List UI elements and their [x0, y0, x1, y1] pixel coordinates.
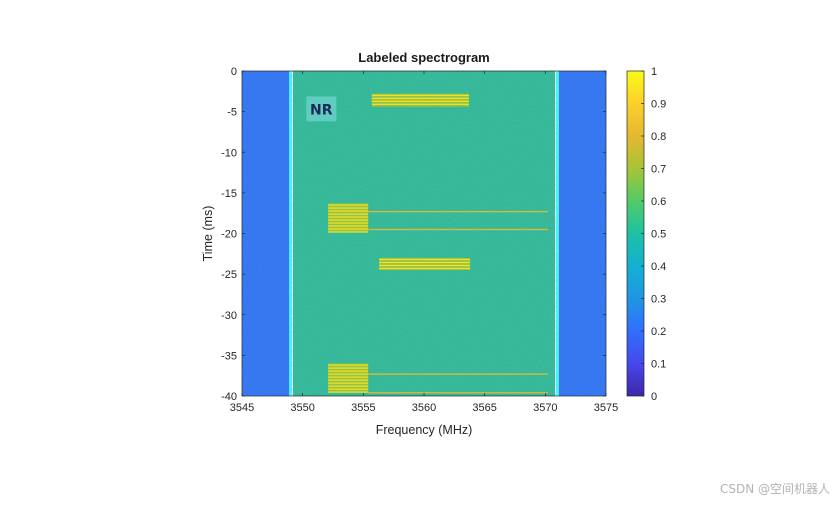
- colorbar-tick-label: 0.9: [651, 99, 666, 111]
- colorbar: 0 0.1 0.2 0.3 0.4 0.5 0.6 0.7 0.8 0.9 1: [626, 66, 666, 403]
- y-tick-label: -10: [221, 147, 237, 159]
- signal-burst-stripe: [371, 97, 469, 99]
- y-tick-label: -30: [221, 310, 237, 322]
- signal-burst-stripe: [328, 213, 369, 215]
- colorbar-tick-label: 0.8: [651, 131, 666, 143]
- y-tick-label: -35: [221, 350, 237, 362]
- signal-burst-stripe: [328, 382, 369, 384]
- signal-burst-2: [379, 257, 471, 271]
- noise-texture: [242, 71, 606, 396]
- colorbar-tick-label: 0: [651, 391, 657, 403]
- signal-burst-stripe: [328, 379, 369, 381]
- annotation-label: NR: [310, 102, 333, 118]
- signal-burst-stripe: [379, 267, 471, 270]
- signal-burst-stripe: [328, 385, 369, 387]
- signal-burst-3: [328, 363, 369, 393]
- signal-line-0: [368, 210, 548, 213]
- colorbar-tick-label: 0.7: [651, 164, 666, 176]
- x-tick-label: 3570: [533, 402, 557, 414]
- signal-burst-stripe: [379, 261, 471, 264]
- x-tick-label: 3555: [351, 402, 375, 414]
- colorbar-tick-label: 0.6: [651, 196, 666, 208]
- y-tick-label: 0: [231, 66, 237, 78]
- axes: 3545 3550 3555 3560 3565 3570 3575 0 -5 -10 -15 -20…: [221, 66, 618, 414]
- y-tick-label: -40: [221, 391, 237, 403]
- colorbar-tick-label: 0.3: [651, 294, 666, 306]
- signal-burst-stripe: [328, 370, 369, 372]
- signal-burst-stripe: [379, 258, 471, 261]
- signal-burst-stripe: [328, 373, 369, 375]
- signal-burst-stripe: [328, 210, 369, 212]
- signal-burst-1: [328, 203, 369, 233]
- signal-burst-stripe: [328, 376, 369, 378]
- x-tick-label: 3575: [594, 402, 618, 414]
- annotation-box-0: [306, 96, 337, 122]
- signal-burst-stripe: [328, 391, 369, 393]
- signal-burst-stripe: [328, 204, 369, 206]
- x-axis-label: Frequency (MHz): [376, 423, 473, 437]
- signal-line-2: [368, 373, 548, 375]
- signal-burst-stripe: [328, 388, 369, 390]
- y-tick-label: -20: [221, 229, 237, 241]
- signal-burst-stripe: [328, 219, 369, 221]
- signal-burst-stripe: [379, 264, 471, 267]
- signal-burst-stripe: [328, 225, 369, 227]
- colorbar-tick-label: 0.2: [651, 326, 666, 338]
- signal-burst-stripe: [371, 94, 469, 96]
- y-tick-label: -15: [221, 188, 237, 200]
- chart-title: Labeled spectrogram: [358, 50, 490, 65]
- x-tick-label: 3565: [472, 402, 496, 414]
- x-tick-label: 3545: [230, 402, 254, 414]
- boundary-line-1: [555, 71, 559, 396]
- signal-line-3: [368, 392, 548, 394]
- signal-burst-stripe: [328, 222, 369, 224]
- colorbar-tick-label: 0.1: [651, 359, 666, 371]
- signal-burst-0: [371, 93, 469, 107]
- signal-line-1: [368, 228, 548, 231]
- signal-burst-stripe: [328, 364, 369, 366]
- x-tick-label: 3560: [412, 402, 436, 414]
- colorbar-tick-label: 1: [651, 66, 657, 78]
- colorbar-tick-label: 0.5: [651, 229, 666, 241]
- signal-burst-stripe: [328, 231, 369, 233]
- boundary-line-0: [289, 71, 293, 396]
- y-tick-label: -5: [227, 107, 237, 119]
- signal-burst-stripe: [328, 228, 369, 230]
- signal-burst-stripe: [371, 103, 469, 105]
- signal-burst-stripe: [328, 207, 369, 209]
- signal-burst-stripe: [328, 216, 369, 218]
- watermark: CSDN @空间机器人: [719, 482, 830, 496]
- y-tick-label: -25: [221, 269, 237, 281]
- signal-burst-body: [371, 93, 469, 107]
- colorbar-tick-label: 0.4: [651, 261, 666, 273]
- signal-burst-body: [379, 257, 471, 271]
- y-axis-label: Time (ms): [201, 206, 215, 262]
- x-tick-label: 3550: [290, 402, 314, 414]
- plot-area: NR: [242, 71, 606, 396]
- signal-burst-stripe: [328, 367, 369, 369]
- signal-burst-stripe: [371, 100, 469, 102]
